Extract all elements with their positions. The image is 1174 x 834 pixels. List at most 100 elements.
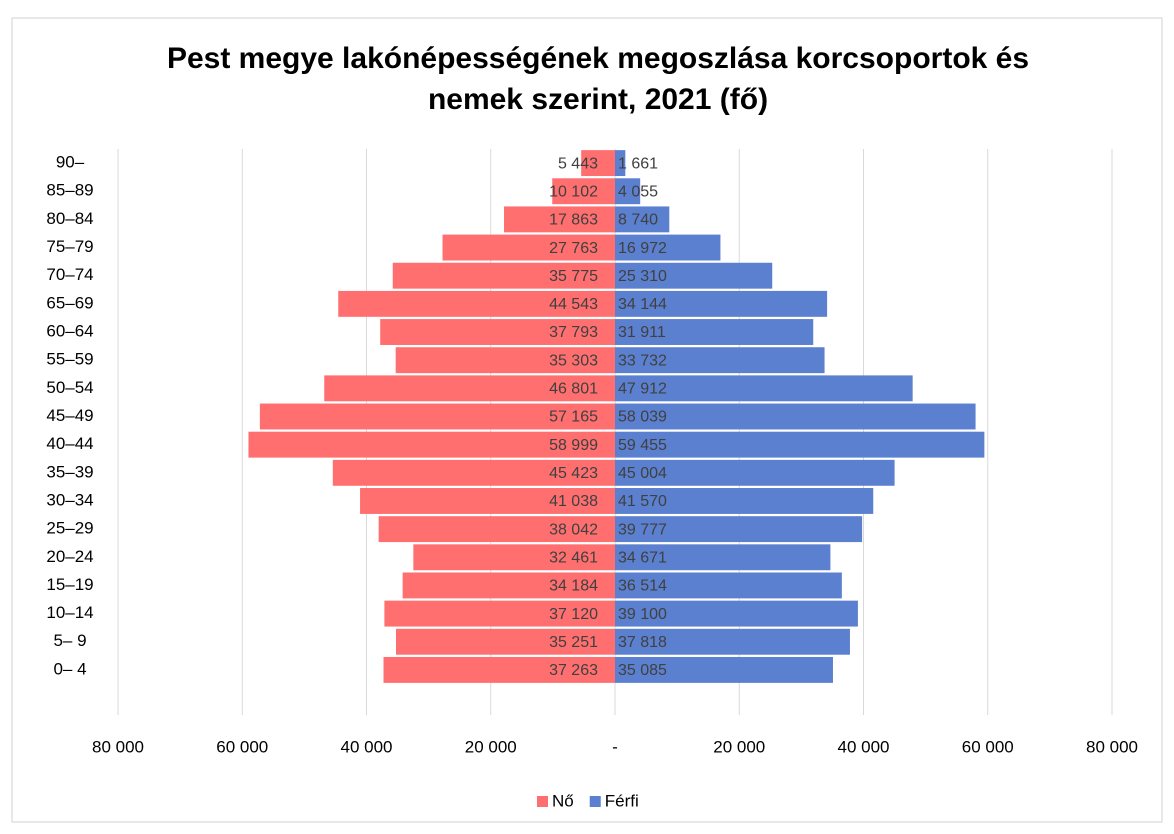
value-label: 58 999 <box>549 437 598 454</box>
value-label: 58 039 <box>618 409 667 426</box>
bar <box>615 600 858 627</box>
bar <box>615 319 814 345</box>
bar <box>615 488 874 514</box>
category-label: 5– 9 <box>53 631 86 650</box>
bar <box>395 347 615 374</box>
bar <box>360 488 615 514</box>
bar <box>392 262 615 289</box>
value-label: 35 251 <box>549 634 598 651</box>
bar <box>615 403 976 430</box>
bar <box>615 656 833 683</box>
category-label: 50–54 <box>46 378 93 397</box>
value-label: 17 863 <box>549 212 598 229</box>
legend-swatch <box>537 796 548 807</box>
bar <box>615 206 670 233</box>
value-label: 41 038 <box>549 493 598 510</box>
category-label: 80–84 <box>46 209 93 228</box>
category-label: 25–29 <box>46 519 93 538</box>
value-label: 37 818 <box>618 634 667 651</box>
x-tick-label: 80 000 <box>1086 737 1138 756</box>
bar <box>380 319 615 345</box>
bar <box>504 206 615 233</box>
category-label: 85–89 <box>46 181 93 200</box>
value-label: 27 763 <box>549 240 598 257</box>
category-label: 40–44 <box>46 434 93 453</box>
bar <box>442 234 615 261</box>
bar <box>615 150 626 177</box>
category-label: 0– 4 <box>53 659 86 678</box>
category-label: 55–59 <box>46 350 93 369</box>
x-tick-label: 60 000 <box>216 737 268 756</box>
value-label: 32 461 <box>549 550 598 567</box>
category-label: 45–49 <box>46 406 93 425</box>
value-label: 57 165 <box>549 409 598 426</box>
value-label: 1 661 <box>618 155 658 172</box>
category-label: 65–69 <box>46 293 93 312</box>
value-label: 39 777 <box>618 521 667 538</box>
bar <box>615 459 895 486</box>
value-label: 37 120 <box>549 606 598 623</box>
value-label: 25 310 <box>618 268 667 285</box>
value-label: 37 263 <box>549 662 598 679</box>
bar <box>615 290 828 317</box>
legend-label: Férfi <box>605 791 639 810</box>
category-label: 30–34 <box>46 490 93 509</box>
category-label: 15–19 <box>46 575 93 594</box>
legend-label: Nő <box>552 791 574 810</box>
bar <box>332 459 615 486</box>
bar <box>615 628 850 655</box>
x-tick-label: 40 000 <box>341 737 393 756</box>
x-tick-label: 20 000 <box>713 737 765 756</box>
category-label: 10–14 <box>46 603 93 622</box>
bar <box>383 656 615 683</box>
value-label: 33 732 <box>618 352 667 369</box>
value-label: 34 671 <box>618 550 667 567</box>
value-label: 46 801 <box>549 381 598 398</box>
bar <box>552 178 615 205</box>
bar <box>615 234 721 261</box>
bar <box>581 150 615 177</box>
bar <box>615 516 863 543</box>
value-label: 34 184 <box>549 578 598 595</box>
value-label: 31 911 <box>618 324 666 341</box>
x-tick-label: 60 000 <box>962 737 1014 756</box>
x-tick-label: 80 000 <box>92 737 144 756</box>
x-tick-label: 40 000 <box>838 737 890 756</box>
value-label: 45 004 <box>618 465 667 482</box>
bar <box>615 572 842 599</box>
category-label: 35–39 <box>46 462 93 481</box>
value-label: 8 740 <box>618 212 658 229</box>
x-tick-label: 20 000 <box>465 737 517 756</box>
value-label: 37 793 <box>549 324 598 341</box>
chart-title: nemek szerint, 2021 (fő) <box>428 83 768 116</box>
bar <box>615 431 985 458</box>
category-label: 70–74 <box>46 265 93 284</box>
value-label: 39 100 <box>618 606 667 623</box>
value-label: 59 455 <box>618 437 667 454</box>
bar <box>615 375 913 402</box>
value-label: 16 972 <box>618 240 667 257</box>
bar <box>248 431 615 458</box>
bar <box>378 516 615 543</box>
bar <box>396 628 615 655</box>
value-label: 5 443 <box>558 155 598 172</box>
bar <box>615 262 773 289</box>
value-label: 45 423 <box>549 465 598 482</box>
category-label: 60–64 <box>46 322 93 341</box>
x-tick-label: - <box>612 737 618 756</box>
category-label: 90– <box>56 153 85 172</box>
bar <box>324 375 615 402</box>
value-label: 44 543 <box>549 296 598 313</box>
value-label: 4 055 <box>618 183 658 200</box>
bar <box>615 178 641 205</box>
value-label: 34 144 <box>618 296 667 313</box>
category-label: 20–24 <box>46 547 93 566</box>
bar <box>402 572 615 599</box>
category-label: 75–79 <box>46 237 93 256</box>
value-label: 36 514 <box>618 578 667 595</box>
value-label: 38 042 <box>549 521 598 538</box>
value-label: 41 570 <box>618 493 667 510</box>
legend-swatch <box>589 796 601 807</box>
value-label: 35 303 <box>549 352 598 369</box>
